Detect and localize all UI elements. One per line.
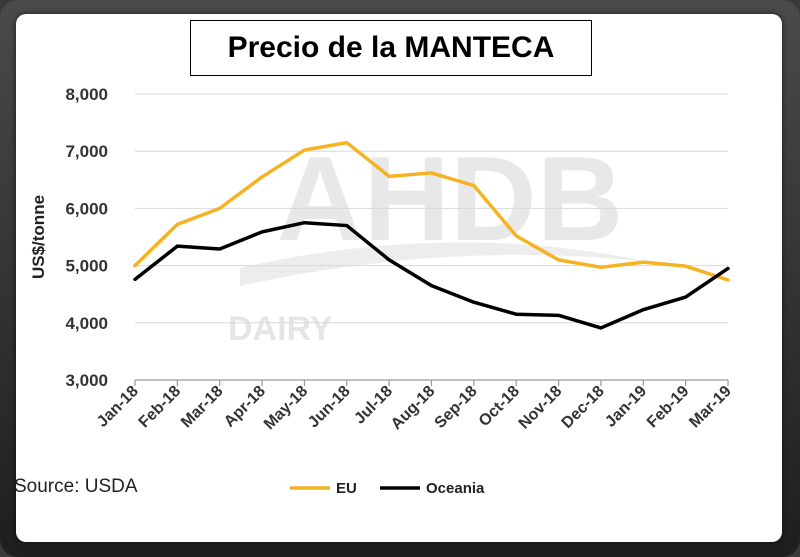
y-tick-label: 5,000 bbox=[65, 257, 108, 276]
x-tick-label: Dec-18 bbox=[559, 383, 608, 432]
watermark-logo: AHDB bbox=[277, 132, 624, 266]
x-tick-label: Nov-18 bbox=[516, 383, 566, 433]
chart-panel bbox=[16, 14, 782, 542]
chart-title: Precio de la MANTECA bbox=[190, 20, 592, 76]
x-tick-label: Jun-18 bbox=[305, 383, 354, 432]
y-axis-label: US$/tonne bbox=[29, 195, 48, 279]
source-note: Source: USDA bbox=[14, 476, 138, 497]
x-tick-label: Aug-18 bbox=[388, 383, 438, 433]
x-tick-label: Feb-18 bbox=[136, 383, 185, 432]
y-tick-label: 6,000 bbox=[65, 199, 108, 218]
series-line-eu bbox=[133, 140, 730, 282]
series-line-oceania bbox=[133, 220, 730, 330]
x-tick-label: Mar-18 bbox=[178, 383, 227, 432]
x-tick-label: Mar-19 bbox=[686, 383, 735, 432]
y-tick-label: 8,000 bbox=[65, 85, 108, 104]
x-tick-label: Feb-19 bbox=[644, 383, 693, 432]
y-tick-label: 4,000 bbox=[65, 314, 108, 333]
legend-label-oceania: Oceania bbox=[426, 480, 485, 497]
y-tick-label: 3,000 bbox=[65, 371, 108, 390]
x-tick-label: Oct-18 bbox=[476, 383, 523, 430]
legend-label-eu: EU bbox=[336, 480, 357, 497]
watermark-subtext: DAIRY bbox=[228, 310, 333, 348]
x-tick-label: Jan-19 bbox=[602, 383, 650, 431]
x-tick-label: May-18 bbox=[261, 383, 311, 433]
y-tick-label: 7,000 bbox=[65, 142, 108, 161]
x-tick-label: Sep-18 bbox=[432, 383, 481, 432]
x-tick-label: Apr-18 bbox=[221, 383, 269, 431]
